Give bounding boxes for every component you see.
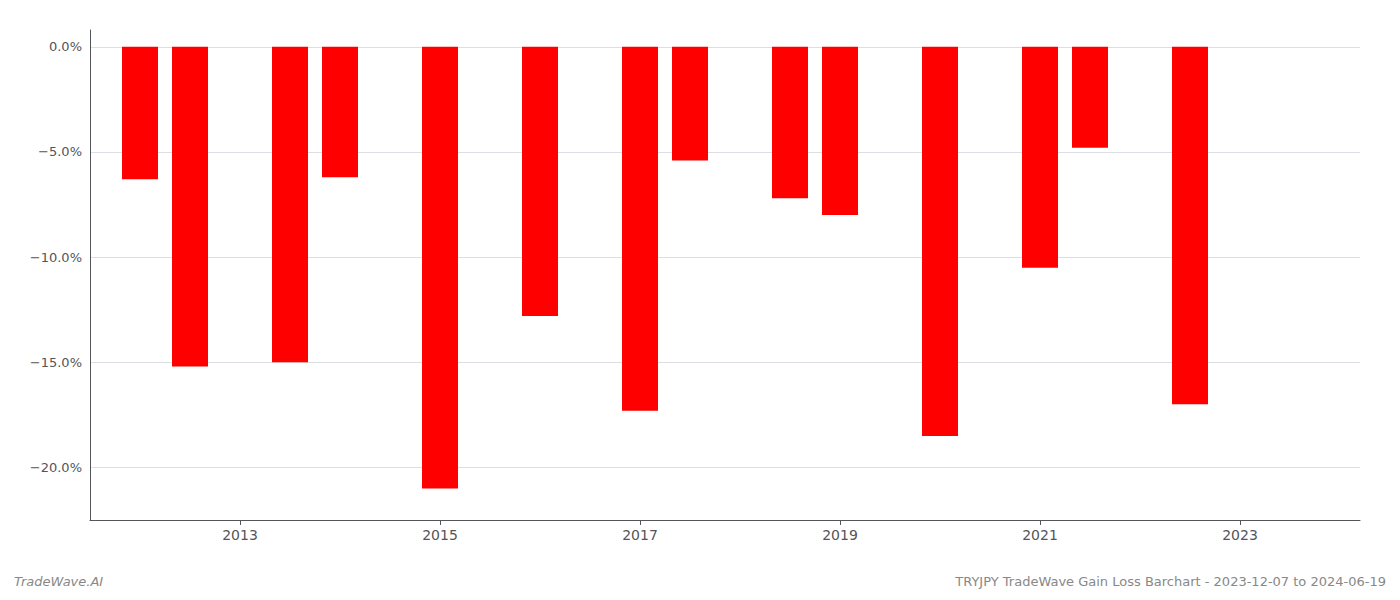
svg-text:TRYJPY TradeWave Gain Loss Bar: TRYJPY TradeWave Gain Loss Barchart - 20… bbox=[954, 574, 1386, 589]
svg-text:−15.0%: −15.0% bbox=[30, 355, 82, 370]
svg-text:2019: 2019 bbox=[822, 527, 858, 543]
svg-text:2023: 2023 bbox=[1222, 527, 1258, 543]
svg-text:2021: 2021 bbox=[1022, 527, 1058, 543]
svg-text:−10.0%: −10.0% bbox=[30, 250, 82, 265]
svg-text:−20.0%: −20.0% bbox=[30, 460, 82, 475]
svg-text:0.0%: 0.0% bbox=[49, 39, 82, 54]
svg-text:2017: 2017 bbox=[622, 527, 658, 543]
svg-text:TradeWave.AI: TradeWave.AI bbox=[14, 574, 103, 589]
svg-text:2013: 2013 bbox=[222, 527, 258, 543]
svg-text:−5.0%: −5.0% bbox=[38, 144, 82, 159]
svg-text:2015: 2015 bbox=[422, 527, 458, 543]
